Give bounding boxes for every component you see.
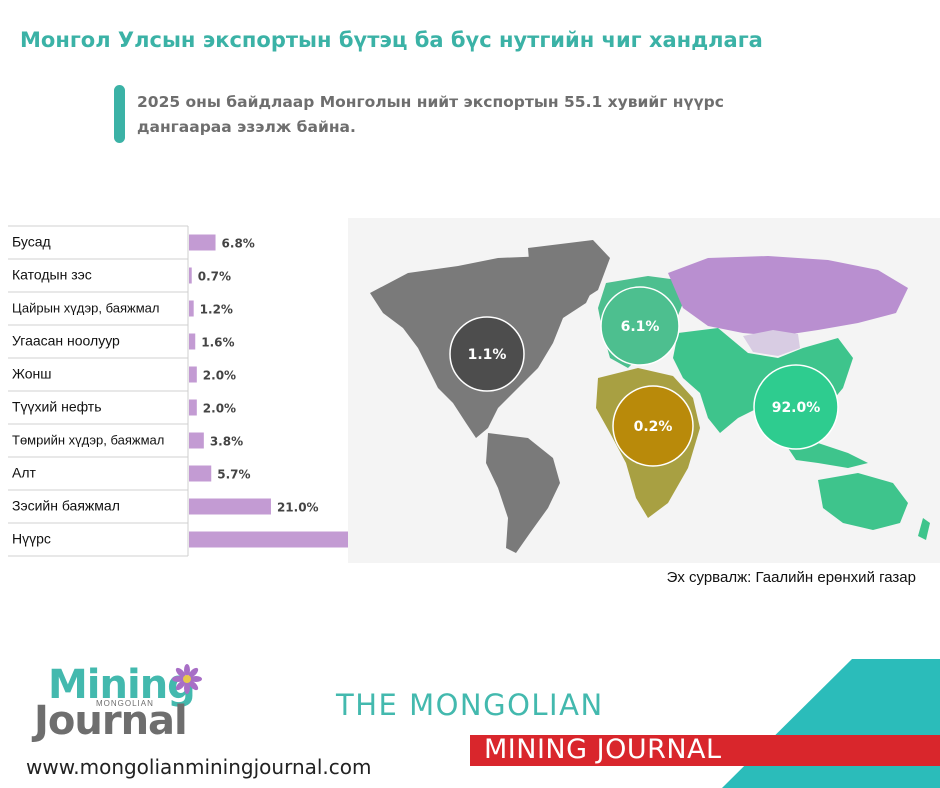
map-bubble-asia: 92.0% — [753, 364, 839, 450]
bar-category-label: Цайрын хүдэр, баяжмал — [12, 301, 159, 316]
bar-category-label: Угаасан ноолуур — [12, 333, 120, 349]
map-bubble-africa: 0.2% — [612, 385, 694, 467]
bar — [189, 366, 197, 383]
map-bubble-label-americas: 1.1% — [468, 347, 507, 363]
brand-name-line1: THE MONGOLIAN — [336, 688, 604, 722]
bar — [189, 465, 212, 482]
world-export-map: 1.1% 6.1% 0.2% 92.0% — [348, 218, 940, 563]
subtitle-accent-bar — [114, 85, 125, 143]
map-bubble-label-europe: 6.1% — [621, 319, 660, 335]
bar-value-label: 1.2% — [200, 303, 233, 317]
bar-value-label: 5.7% — [217, 468, 250, 482]
map-mongolia — [743, 330, 800, 356]
bar-category-label: Алт — [12, 465, 37, 481]
map-greenland — [528, 240, 610, 306]
brand-name-line2: MINING JOURNAL — [484, 734, 722, 765]
flower-icon — [172, 664, 202, 694]
map-new-zealand — [918, 518, 930, 540]
bar — [189, 531, 350, 548]
page-subtitle: 2025 оны байдлаар Монголын нийт экспорты… — [137, 93, 724, 136]
map-south-america — [486, 433, 560, 553]
bar — [189, 432, 204, 449]
brand-red-band — [470, 735, 940, 766]
bar-category-label: Зэсийн баяжмал — [12, 498, 120, 514]
source-note: Эх сурвалж: Гаалийн ерөнхий газар — [666, 569, 916, 586]
bar-value-label: 21.0% — [277, 501, 319, 515]
map-bubble-label-africa: 0.2% — [634, 419, 673, 435]
bar-value-label: 1.6% — [201, 336, 234, 350]
bar-category-label: Нүүрс — [12, 531, 51, 547]
bar — [189, 234, 216, 251]
export-bar-chart: Бусад 6.8% Катодын зэс 0.7% Цайрын хүдэр, ба… — [8, 225, 350, 557]
bar — [189, 498, 271, 515]
bar-category-label: Катодын зэс — [12, 267, 92, 283]
map-russia — [668, 256, 908, 336]
logo-word-mongolian: MONGOLIAN — [94, 699, 156, 708]
bar-value-label: 2.0% — [203, 402, 236, 416]
map-bubble-americas: 1.1% — [449, 316, 525, 392]
bar-category-label: Бусад — [12, 234, 51, 250]
map-bubble-europe: 6.1% — [600, 286, 680, 366]
bar-value-label: 6.8% — [222, 237, 255, 251]
map-australia — [818, 473, 908, 530]
bar-value-label: 2.0% — [203, 369, 236, 383]
bar-value-label: 3.8% — [210, 435, 243, 449]
bar-category-label: Жонш — [12, 366, 52, 382]
bar-value-label: 0.7% — [198, 270, 231, 284]
map-indonesia — [788, 443, 868, 468]
bar — [189, 300, 194, 317]
bar — [189, 267, 192, 284]
bar-category-label: Төмрийн хүдэр, баяжмал — [12, 433, 164, 448]
bar-category-label: Түүхий нефть — [12, 399, 102, 415]
page-title: Монгол Улсын экспортын бүтэц ба бүс нутг… — [20, 28, 763, 52]
bar — [189, 333, 196, 350]
logo: Mining Journal MONGOLIAN — [34, 662, 224, 744]
map-bubble-label-asia: 92.0% — [772, 400, 821, 416]
bar — [189, 399, 197, 416]
website-link[interactable]: www.mongolianminingjournal.com — [26, 755, 372, 779]
